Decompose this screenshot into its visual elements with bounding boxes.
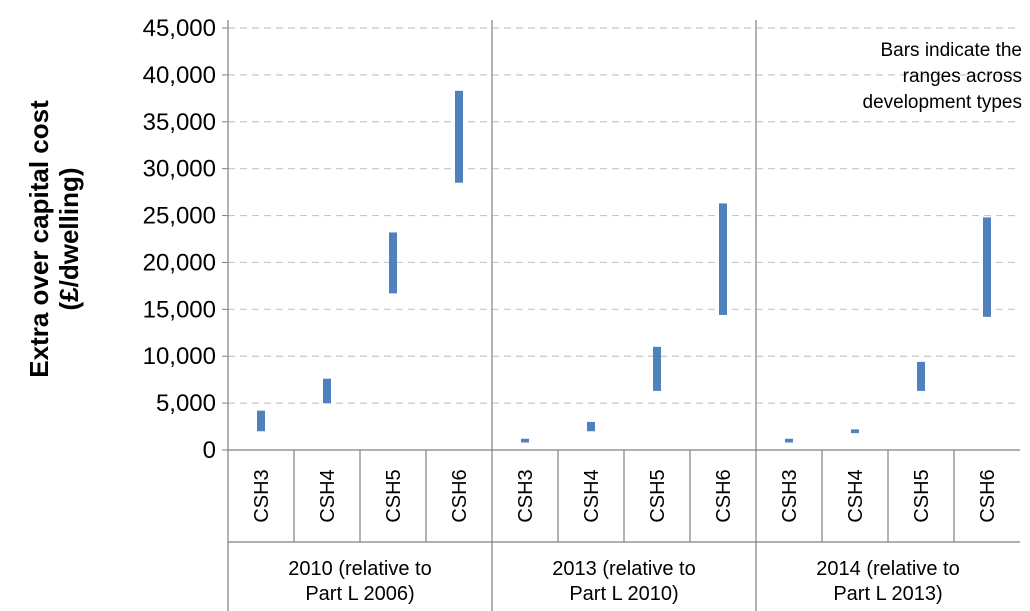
range-bar: [851, 429, 859, 434]
category-label: CSH3: [779, 469, 801, 522]
y-tick-label: 0: [203, 437, 216, 464]
category-label: CSH5: [383, 469, 405, 522]
annotation-note: Bars indicate the ranges across developmen…: [863, 40, 1023, 113]
range-bar: [455, 90, 463, 183]
group-label-line: Part L 2013): [833, 583, 942, 605]
category-labels: CSH3 CSH4 CSH5 CSH6 CSH3 CSH4 CSH5 CSH6 CSH3 CSH4…: [251, 469, 999, 522]
range-bar: [257, 410, 265, 432]
y-tick-label: 30,000: [143, 156, 216, 183]
axes: [222, 20, 1020, 611]
group-label-line: 2014 (relative to: [816, 558, 959, 580]
category-label: CSH5: [647, 469, 669, 522]
category-label: CSH6: [713, 469, 735, 522]
range-bar: [521, 438, 529, 443]
category-label: CSH5: [911, 469, 933, 522]
y-axis-label: Extra over capital cost(£/dwelling): [24, 100, 84, 378]
y-tick-label: 10,000: [143, 343, 216, 370]
y-tick-label: 45,000: [143, 15, 216, 42]
category-label: CSH4: [581, 469, 603, 522]
range-bar: [323, 378, 331, 404]
range-bar: [983, 217, 991, 317]
category-label: CSH4: [845, 469, 867, 522]
range-bar: [587, 421, 595, 432]
y-tick-label: 20,000: [143, 249, 216, 276]
y-tick-labels: 0 5,000 10,000 15,000 20,000 25,000 30,000 35,0…: [143, 15, 216, 464]
range-bar: [785, 438, 793, 443]
group-label-line: Part L 2010): [569, 583, 678, 605]
y-tick-label: 40,000: [143, 62, 216, 89]
y-tick-label: 15,000: [143, 296, 216, 323]
y-tick-label: 25,000: [143, 203, 216, 230]
category-label: CSH4: [317, 469, 339, 522]
group-label-line: 2013 (relative to: [552, 558, 695, 580]
range-bar: [653, 346, 661, 391]
y-tick-label: 35,000: [143, 109, 216, 136]
group-label-line: Part L 2006): [305, 583, 414, 605]
range-bar: [389, 232, 397, 294]
group-labels: 2010 (relative to Part L 2006) 2013 (relat…: [288, 558, 959, 605]
category-label: CSH6: [977, 469, 999, 522]
category-label: CSH6: [449, 469, 471, 522]
range-bar: [719, 203, 727, 315]
category-label: CSH3: [515, 469, 537, 522]
gridlines: [228, 27, 1020, 404]
group-label-line: 2010 (relative to: [288, 558, 431, 580]
range-bar: [917, 361, 925, 391]
y-tick-label: 5,000: [156, 390, 216, 417]
range-bars: [257, 90, 991, 443]
category-label: CSH3: [251, 469, 273, 522]
